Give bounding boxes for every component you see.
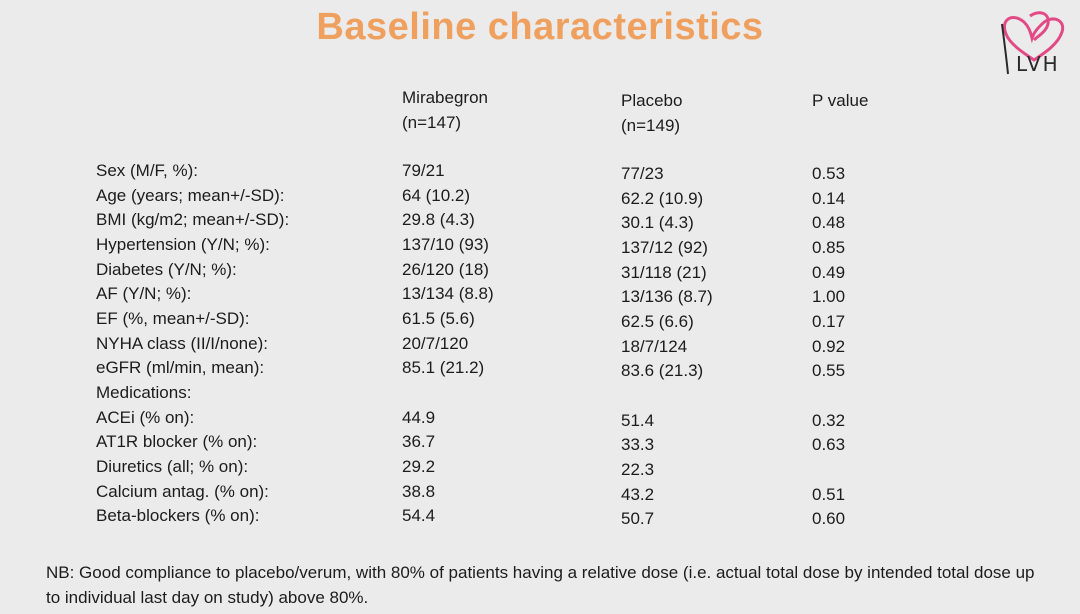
row-pvalue: 0.17 [812,312,846,331]
table-row: AT1R blocker (% on): 36.7 33.3 0.63 [0,429,1080,454]
row-pvalue: 0.53 [812,164,846,183]
row-mirabegron: 13/134 (8.8) [402,284,494,303]
logo-text: LVH [1016,52,1060,76]
footnote: NB: Good compliance to placebo/verum, wi… [46,563,1035,607]
row-pvalue: 0.51 [812,485,846,504]
row-placebo: 18/7/124 [621,337,688,356]
row-label: ACEi (% on): [96,408,195,427]
row-label: Beta-blockers (% on): [96,506,260,525]
table-row: Sex (M/F, %): 79/21 77/23 0.53 [0,158,1080,183]
row-mirabegron: 64 (10.2) [402,186,471,205]
table-row: NYHA class (II/I/none): 20/7/120 18/7/12… [0,331,1080,356]
header-mirabegron-label: Mirabegron [402,88,488,107]
row-placebo: 83.6 (21.3) [621,361,704,380]
row-label: Diuretics (all; % on): [96,457,249,476]
row-pvalue: 0.49 [812,263,846,282]
row-pvalue: 0.14 [812,189,846,208]
row-placebo: 43.2 [621,485,655,504]
row-placebo: 13/136 (8.7) [621,287,713,306]
table-row: EF (%, mean+/-SD): 61.5 (5.6) 62.5 (6.6)… [0,306,1080,331]
header-pvalue: P value [812,91,869,110]
row-mirabegron: 29.2 [402,457,436,476]
row-mirabegron: 137/10 (93) [402,235,489,254]
row-pvalue: 0.55 [812,361,846,380]
row-label: Hypertension (Y/N; %): [96,235,270,254]
row-mirabegron: 36.7 [402,432,436,451]
row-label: AT1R blocker (% on): [96,432,258,451]
table-row: Medications: [0,380,1080,405]
page-title: Baseline characteristics [316,6,764,48]
row-pvalue: 0.92 [812,337,846,356]
row-label: BMI (kg/m2; mean+/-SD): [96,210,290,229]
table-row: Calcium antag. (% on): 38.8 43.2 0.51 [0,479,1080,504]
table-row: eGFR (ml/min, mean): 85.1 (21.2) 83.6 (2… [0,355,1080,380]
row-mirabegron: 38.8 [402,482,436,501]
row-placebo: 22.3 [621,460,655,479]
row-label: Diabetes (Y/N; %): [96,260,237,279]
table-row: Diabetes (Y/N; %): 26/120 (18) 31/118 (2… [0,257,1080,282]
table-row: BMI (kg/m2; mean+/-SD): 29.8 (4.3) 30.1 … [0,207,1080,232]
header-mirabegron: Mirabegron (n=147) [402,85,488,135]
header-placebo: Placebo (n=149) [621,88,682,138]
row-placebo: 31/118 (21) [621,263,707,282]
row-pvalue: 0.32 [812,411,846,430]
row-mirabegron: 54.4 [402,506,436,525]
heart-logo-icon [1001,11,1065,75]
row-mirabegron: 85.1 (21.2) [402,358,485,377]
row-mirabegron: 79/21 [402,161,445,180]
header-placebo-label: Placebo [621,91,683,110]
row-mirabegron: 61.5 (5.6) [402,309,475,328]
row-label: NYHA class (II/I/none): [96,334,268,353]
table-row: Diuretics (all; % on): 29.2 22.3 [0,454,1080,479]
row-placebo: 30.1 (4.3) [621,213,694,232]
row-mirabegron: 29.8 (4.3) [402,210,475,229]
row-mirabegron: 44.9 [402,408,436,427]
row-label: EF (%, mean+/-SD): [96,309,250,328]
row-pvalue: 0.60 [812,509,846,528]
table-row: AF (Y/N; %): 13/134 (8.8) 13/136 (8.7) 1… [0,281,1080,306]
row-mirabegron: 26/120 (18) [402,260,489,279]
row-mirabegron: 20/7/120 [402,334,469,353]
row-placebo: 62.5 (6.6) [621,312,694,331]
row-placebo: 77/23 [621,164,664,183]
row-pvalue: 0.63 [812,435,846,454]
row-label: AF (Y/N; %): [96,284,192,303]
row-label: Age (years; mean+/-SD): [96,186,285,205]
table-row: Age (years; mean+/-SD): 64 (10.2) 62.2 (… [0,183,1080,208]
table-row: Hypertension (Y/N; %): 137/10 (93) 137/1… [0,232,1080,257]
header-mirabegron-n: (n=147) [402,113,462,132]
row-placebo: 50.7 [621,509,655,528]
header-placebo-n: (n=149) [621,116,681,135]
row-placebo: 51.4 [621,411,655,430]
row-label: Calcium antag. (% on): [96,482,269,501]
row-placebo: 33.3 [621,435,655,454]
row-placebo: 137/12 (92) [621,238,708,257]
row-label: Medications: [96,383,192,402]
row-pvalue: 0.48 [812,213,846,232]
row-label: eGFR (ml/min, mean): [96,358,265,377]
row-placebo: 62.2 (10.9) [621,189,704,208]
table-row: ACEi (% on): 44.9 51.4 0.32 [0,405,1080,430]
row-pvalue: 0.85 [812,238,846,257]
table-row: Beta-blockers (% on): 54.4 50.7 0.60 [0,503,1080,528]
row-pvalue: 1.00 [812,287,846,306]
row-label: Sex (M/F, %): [96,161,199,180]
